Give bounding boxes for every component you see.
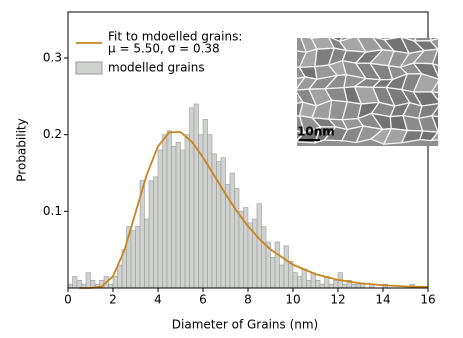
bar: [153, 176, 159, 289]
bar: [274, 241, 280, 289]
y-tick-label: 0.2: [43, 127, 62, 141]
bar: [270, 257, 276, 289]
inset-image: 10nm: [279, 22, 438, 146]
bar: [319, 283, 325, 289]
y-axis-label: Probability: [15, 118, 29, 181]
x-axis-label: Diameter of Grains (nm): [172, 318, 318, 332]
bar: [297, 276, 303, 289]
bar: [292, 272, 298, 289]
bar: [76, 280, 82, 289]
bar: [148, 180, 154, 289]
bar: [171, 145, 177, 289]
bar: [184, 134, 190, 289]
x-tick-label: 14: [375, 293, 390, 307]
x-tick-label: 8: [244, 293, 252, 307]
grain: [374, 38, 387, 41]
bar: [189, 107, 195, 289]
bar: [85, 272, 91, 289]
grain: [430, 91, 438, 101]
bar: [229, 172, 235, 289]
bar: [261, 226, 267, 289]
bar: [355, 283, 361, 289]
y-tick-label: 0.3: [43, 51, 62, 65]
x-tick-label: 6: [199, 293, 207, 307]
fit-line: [79, 131, 429, 289]
bar: [306, 280, 312, 289]
bar: [283, 245, 289, 289]
bar: [166, 130, 172, 289]
y-tick-label: 0.1: [43, 204, 62, 218]
bar: [238, 211, 244, 289]
grain: [430, 105, 438, 118]
grain: [429, 38, 438, 42]
bar: [315, 280, 321, 289]
bar: [234, 188, 240, 289]
bar: [279, 264, 285, 289]
bar: [252, 218, 258, 289]
bar: [360, 283, 366, 289]
inset-cells: [279, 22, 438, 145]
bar: [342, 283, 348, 289]
bar: [193, 103, 199, 289]
x-tick-label: 12: [330, 293, 345, 307]
x-tick-label: 16: [420, 293, 435, 307]
bar: [162, 134, 168, 289]
grain: [412, 62, 438, 80]
bar: [72, 276, 78, 289]
bar: [256, 203, 262, 289]
bar: [207, 134, 213, 289]
bar: [351, 283, 357, 289]
bar: [247, 222, 253, 289]
bar: [175, 142, 181, 289]
grain: [431, 48, 438, 67]
legend-label: Fit to mdoelled grains:: [108, 30, 242, 44]
grain: [428, 38, 438, 50]
bar: [135, 226, 141, 289]
legend-label: modelled grains: [108, 61, 205, 75]
bar: [328, 283, 334, 289]
bar: [108, 283, 114, 289]
legend-patch: [75, 61, 103, 75]
grain: [306, 38, 313, 40]
grain: [279, 23, 301, 37]
grain: [431, 62, 438, 78]
bar: [144, 218, 150, 289]
bar: [333, 280, 339, 289]
bar: [301, 268, 307, 289]
grain: [412, 91, 438, 107]
scale-label: 10nm: [297, 125, 335, 139]
x-tick-label: 4: [154, 293, 162, 307]
bar: [220, 157, 226, 289]
x-tick-label: 0: [64, 293, 72, 307]
bar: [157, 149, 163, 289]
grain: [383, 38, 399, 41]
bar: [117, 264, 123, 289]
x-tick-label: 10: [285, 293, 300, 307]
x-tick-label: 2: [109, 293, 117, 307]
bar: [310, 272, 316, 289]
bar: [67, 283, 73, 289]
grain: [357, 22, 381, 37]
bar: [112, 276, 118, 289]
bar: [202, 119, 208, 289]
grain: [310, 38, 321, 40]
legend-label: μ = 5.50, σ = 0.38: [108, 42, 220, 56]
grain: [429, 131, 438, 142]
bar: [130, 230, 136, 289]
grain: [431, 115, 438, 133]
grain: [430, 80, 438, 94]
bar: [180, 149, 186, 289]
